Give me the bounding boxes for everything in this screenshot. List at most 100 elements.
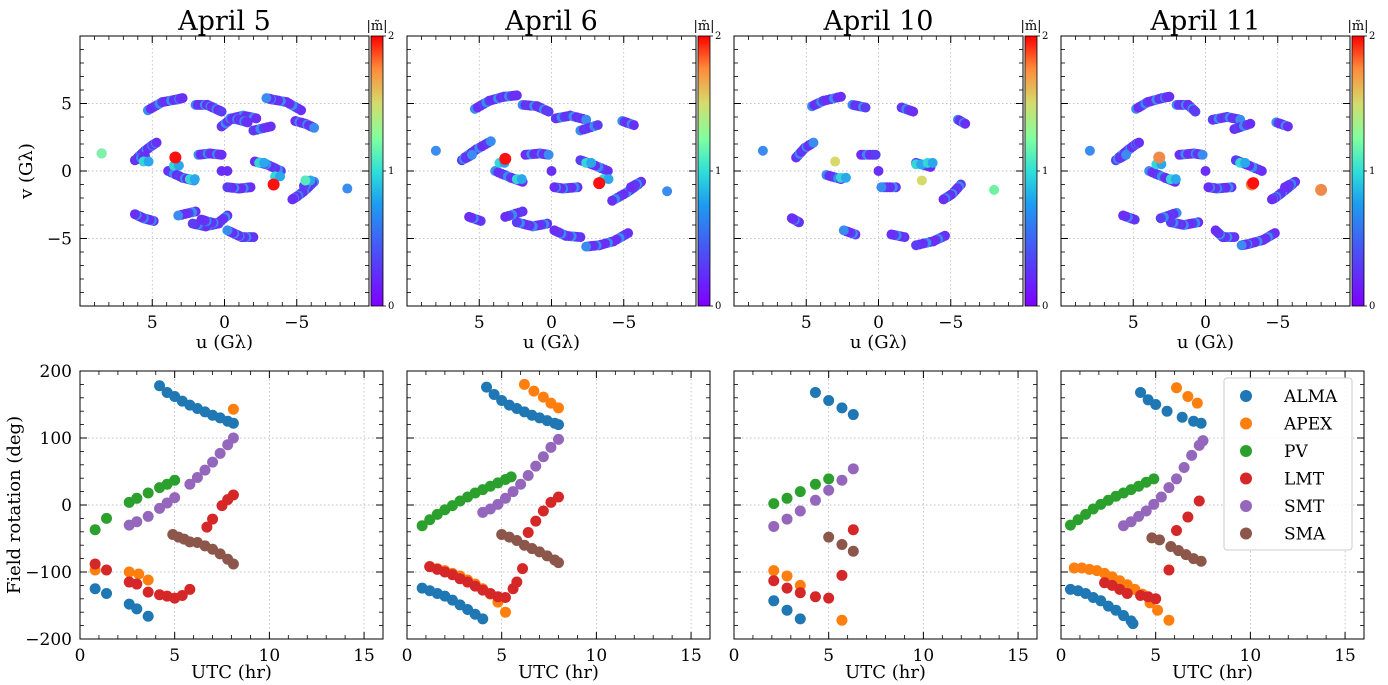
legend: ALMA APEX PV LMT SMT SMA	[1223, 377, 1353, 551]
panel-title: April 10	[823, 6, 934, 37]
uv-frame	[406, 35, 697, 307]
point-sma	[553, 557, 564, 569]
point-apex	[133, 568, 145, 580]
uv-point	[511, 90, 522, 101]
uv-point	[1236, 240, 1247, 251]
uv-point	[1247, 177, 1260, 190]
uv-point	[189, 174, 200, 185]
point-sma	[1195, 555, 1207, 567]
uv-point	[1282, 121, 1293, 132]
point-pv	[142, 487, 154, 499]
rotation-panel-1: 0 5 10 15 200 100 0 −100 −200 UTC (hr) Field rotat…	[4, 362, 384, 683]
point-smt	[553, 433, 564, 445]
uv-point	[938, 194, 949, 205]
point-smt	[227, 432, 239, 444]
uv-frame	[79, 35, 370, 307]
uv-point	[786, 213, 797, 224]
uv-point	[603, 174, 614, 185]
series-points	[89, 380, 239, 622]
x-axis-label: UTC (hr)	[518, 662, 599, 683]
point-sma	[836, 539, 848, 551]
legend-marker	[1240, 417, 1252, 430]
colorbar-gradient	[370, 35, 384, 307]
point-lmt	[1163, 564, 1175, 576]
y-tick-label: −5	[47, 230, 72, 250]
point-smt	[507, 486, 519, 498]
point-apex	[499, 606, 511, 618]
legend-label: ALMA	[1283, 387, 1338, 407]
colorbar-gradient	[1024, 35, 1038, 307]
point-smt	[1155, 491, 1167, 503]
point-lmt	[131, 578, 143, 590]
point-apex	[227, 403, 239, 415]
uv-point	[267, 178, 280, 191]
point-apex	[142, 574, 154, 586]
uv-point	[1279, 182, 1290, 193]
point-smt	[522, 470, 534, 482]
point-alma	[142, 610, 154, 622]
point-lmt	[184, 583, 196, 595]
legend-label: LMT	[1284, 470, 1325, 490]
x-tick-label: 5	[496, 646, 507, 666]
x-tick-label: 5	[474, 313, 485, 333]
colorbar-tick-label: 0	[1369, 301, 1375, 312]
uv-point	[873, 166, 884, 176]
series-points	[1064, 382, 1209, 630]
point-pv	[131, 492, 143, 504]
uv-point	[265, 121, 276, 132]
uv-point	[757, 145, 768, 156]
point-lmt	[1121, 587, 1133, 599]
point-lmt	[1193, 495, 1205, 507]
uv-point	[259, 157, 270, 168]
panel-title: April 6	[504, 6, 598, 37]
uv-point	[908, 106, 919, 117]
point-smt	[207, 456, 219, 468]
uv-point	[593, 177, 606, 190]
uv-point	[586, 157, 597, 168]
uv-point	[499, 152, 512, 165]
y-tick-label: 100	[40, 429, 72, 449]
x-tick-label: 5	[169, 646, 180, 666]
point-smt	[1186, 449, 1198, 461]
uv-point	[467, 149, 478, 160]
point-apex	[1163, 614, 1175, 626]
uv-point	[830, 156, 841, 167]
point-lmt	[176, 589, 188, 601]
rotation-panel-3: 0 5 10 15 UTC (hr)	[729, 370, 1038, 683]
colorbar-gradient	[697, 35, 711, 307]
uv-point	[216, 149, 227, 160]
point-smt	[530, 460, 542, 472]
point-smt	[131, 516, 143, 528]
point-alma	[89, 583, 101, 595]
x-axis-label: u (Gλ)	[196, 332, 253, 353]
point-smt	[169, 492, 181, 504]
x-tick-label: 10	[259, 646, 281, 666]
point-pv	[794, 486, 806, 498]
point-smt	[199, 464, 211, 476]
colorbar-tick-label: 1	[388, 166, 394, 177]
point-lmt	[101, 564, 113, 576]
point-alma	[823, 394, 835, 406]
x-tick-label: 0	[546, 313, 557, 333]
point-smt	[1163, 482, 1175, 494]
point-apex	[1182, 390, 1194, 402]
colorbar-tick-label: 2	[1042, 31, 1048, 42]
point-smt	[545, 441, 557, 453]
rotation-frame	[79, 370, 384, 640]
rotation-frame	[406, 370, 711, 640]
point-apex	[528, 385, 540, 397]
x-tick-label: 15	[353, 646, 375, 666]
uv-point	[169, 151, 182, 164]
colorbar: 0 1 2|m̃|	[366, 19, 394, 312]
uv-panel-1: 5 0 −5 5 0 −5 April 5 u (Gλ) v (Gλ) 0 1 2|m̃|	[16, 6, 394, 353]
x-axis-label: UTC (hr)	[845, 662, 926, 683]
uv-point	[911, 240, 922, 251]
x-axis-label: UTC (hr)	[191, 662, 272, 683]
legend-marker	[1240, 472, 1252, 485]
x-axis-label: u (Gλ)	[523, 332, 580, 353]
uv-point	[222, 182, 233, 193]
uv-point	[549, 182, 560, 193]
uv-point	[1266, 194, 1277, 205]
x-tick-label: −5	[1265, 313, 1290, 333]
